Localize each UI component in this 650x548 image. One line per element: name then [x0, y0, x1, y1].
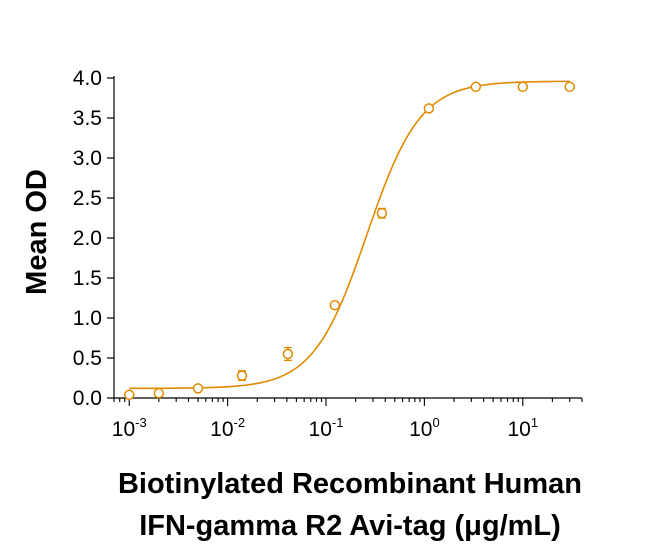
- point-marker: [329, 299, 341, 311]
- x-tick-label: 100: [409, 415, 440, 441]
- x-tick-label: 10-1: [309, 415, 344, 441]
- point-marker: [282, 348, 294, 360]
- y-tick-label: 4.0: [73, 67, 102, 90]
- data-point: [282, 346, 294, 362]
- data-point: [329, 299, 341, 311]
- y-axis-title: Mean OD: [21, 169, 53, 295]
- data-points: [123, 81, 575, 401]
- point-marker: [236, 370, 248, 381]
- data-point: [236, 370, 248, 382]
- y-tick-label: 2.0: [73, 227, 102, 250]
- data-point: [153, 387, 165, 399]
- y-tick-label: 2.5: [73, 187, 102, 210]
- data-point: [123, 389, 135, 401]
- x-axis-title-line1: Biotinylated Recombinant Human: [118, 468, 582, 500]
- point-marker: [153, 387, 165, 399]
- y-tick-label: 1.0: [73, 307, 102, 330]
- fit-curve: [129, 80, 570, 390]
- point-marker: [423, 103, 435, 114]
- x-tick-label: 10-2: [210, 415, 245, 441]
- point-marker: [517, 81, 529, 93]
- point-marker: [376, 207, 388, 219]
- data-point: [192, 383, 204, 394]
- y-tick-label: 0.5: [73, 347, 102, 370]
- y-tick-label: 1.5: [73, 267, 102, 290]
- data-point: [470, 81, 482, 93]
- data-point: [423, 103, 435, 114]
- data-point: [517, 81, 529, 93]
- point-marker: [192, 383, 204, 394]
- point-marker: [564, 81, 575, 93]
- x-axis-title-line2: IFN-gamma R2 Avi-tag (μg/mL): [139, 510, 561, 542]
- y-tick-label: 0.0: [73, 387, 102, 410]
- point-marker: [123, 389, 135, 401]
- data-point: [564, 81, 575, 93]
- data-point: [376, 207, 388, 219]
- point-marker: [470, 81, 482, 93]
- y-axis-ticks: 0.0 0.5 1.0 1.5 2.0 2.5 3.0 3.5 4.0: [73, 67, 114, 410]
- y-tick-label: 3.0: [73, 147, 102, 170]
- axes: [113, 76, 582, 399]
- x-tick-label: 101: [507, 415, 538, 441]
- x-tick-label: 10-3: [112, 415, 147, 441]
- x-axis-ticks: 10-3 10-2 10-1 100 101: [112, 398, 583, 441]
- y-tick-label: 3.5: [73, 107, 102, 130]
